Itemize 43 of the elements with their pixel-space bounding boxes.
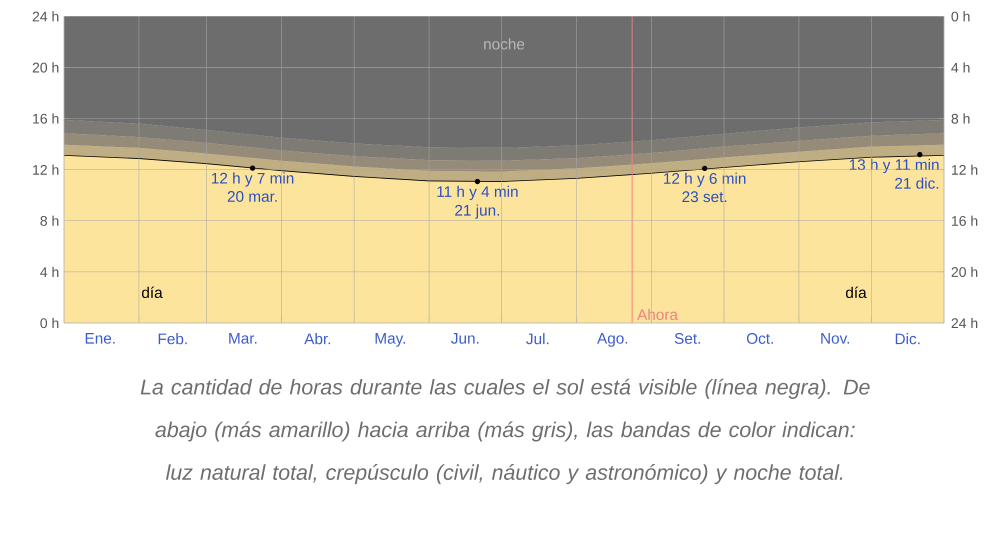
y-tick-label: 24 h [32,11,58,22]
x-tick-label: Jul. [526,333,548,344]
y-tick-label: 20 h [32,62,58,73]
text: La cantidad de horas durante las cuales el sol está visible (línea negra). De abajo (más amarillo) hacia arriba (más gris), las bandas de color indican: luz natural total, crepúsculo (civil, náutico y astronómico) y noche total. [140,378,870,484]
data-label: 13 h y 11 min [850,158,939,174]
x-tick-label: Dic. [896,333,920,344]
y2-tick-label: 16 h [952,216,978,226]
y-tick-label: 16 h [33,113,58,124]
point [474,178,480,184]
point [917,152,922,158]
y2-tick-label: 8 h [952,113,970,124]
y-tick-label: 12 h [33,164,58,175]
y2-tick-label: 24 h [952,318,978,328]
y2-tick-label: 0 h [951,11,970,22]
data-label: 12 h y 6 min [664,172,746,187]
x-tick-label: Jun. [451,333,478,344]
annotation: 20 mar. [228,191,277,202]
y2-tick-label: 12 h [952,164,978,175]
text: día [846,286,867,298]
y2-tick-label: 4 h [951,62,970,73]
point [702,166,708,172]
x-tick-label: Oct. [746,333,773,344]
annotation: 23 set. [682,191,726,202]
data-label: 12 h y 7 min [212,172,294,187]
y2-tick-label: 20 h [952,266,978,278]
x-tick-label: Set. [674,333,700,344]
data-label: 11 h y 4 min [437,186,518,200]
x-tick-label: Nov. [821,333,850,344]
series-label: día [142,286,163,298]
point [250,165,256,171]
y-tick-label: 4 h [40,266,58,277]
ref-line-label: Ahora [637,308,678,320]
x-tick-label: Ene. [86,333,115,344]
x-tick-label: Ago. [597,333,628,347]
x-tick-label: Abr. [304,333,330,344]
y-tick-label: 8 h [40,216,58,226]
annotation: 21 dic. [895,178,938,189]
x-tick-label: Feb. [158,333,187,344]
annotation: 21 jun. [455,204,500,219]
x-tick-label: Mar. [229,333,256,344]
y-tick-label: 0 h [40,318,58,328]
series-label: noche [484,38,524,50]
x-tick-label: May. [376,333,406,347]
